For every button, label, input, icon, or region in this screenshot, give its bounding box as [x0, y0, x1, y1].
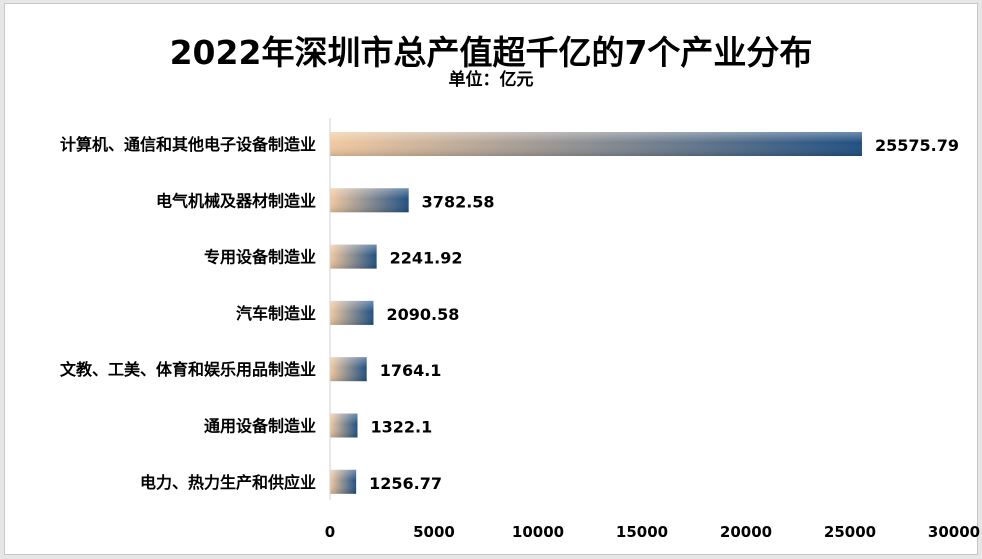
x-tick-label: 10000 [512, 523, 564, 541]
x-tick-label: 5000 [413, 523, 455, 541]
bar-highlight [330, 132, 862, 156]
x-tick-label: 0 [325, 523, 335, 541]
data-label: 3782.58 [422, 192, 495, 211]
bar-highlight [330, 469, 357, 494]
bar-highlight [330, 300, 374, 325]
category-label: 专用设备制造业 [204, 248, 316, 267]
data-label: 2241.92 [390, 249, 463, 268]
chart-title: 2022年深圳市总产值超千亿的7个产业分布 [169, 33, 813, 72]
chart-subtitle: 单位：亿元 [448, 70, 534, 90]
data-label: 1764.1 [380, 361, 442, 380]
category-label: 通用设备制造业 [204, 417, 316, 436]
data-label: 1322.1 [370, 418, 432, 437]
category-label: 汽车制造业 [236, 304, 316, 323]
data-label: 25575.79 [875, 136, 959, 155]
category-label: 计算机、通信和其他电子设备制造业 [60, 135, 316, 154]
category-label: 电力、热力生产和供应业 [140, 473, 316, 492]
x-tick-label: 25000 [824, 523, 876, 541]
x-tick-label: 15000 [616, 523, 668, 541]
x-tick-label: 20000 [720, 523, 772, 541]
data-label: 2090.58 [386, 305, 459, 324]
data-label: 1256.77 [369, 474, 442, 493]
chart-frame: 2022年深圳市总产值超千亿的7个产业分布 单位：亿元 [4, 3, 978, 555]
category-label: 电气机械及器材制造业 [156, 191, 316, 210]
bar-highlight [330, 357, 367, 382]
bar-highlight [330, 188, 409, 213]
x-tick-label: 30000 [928, 523, 980, 541]
bar-highlight [330, 244, 377, 269]
bar-highlight [330, 413, 358, 438]
category-label: 文教、工美、体育和娱乐用品制造业 [60, 360, 316, 379]
